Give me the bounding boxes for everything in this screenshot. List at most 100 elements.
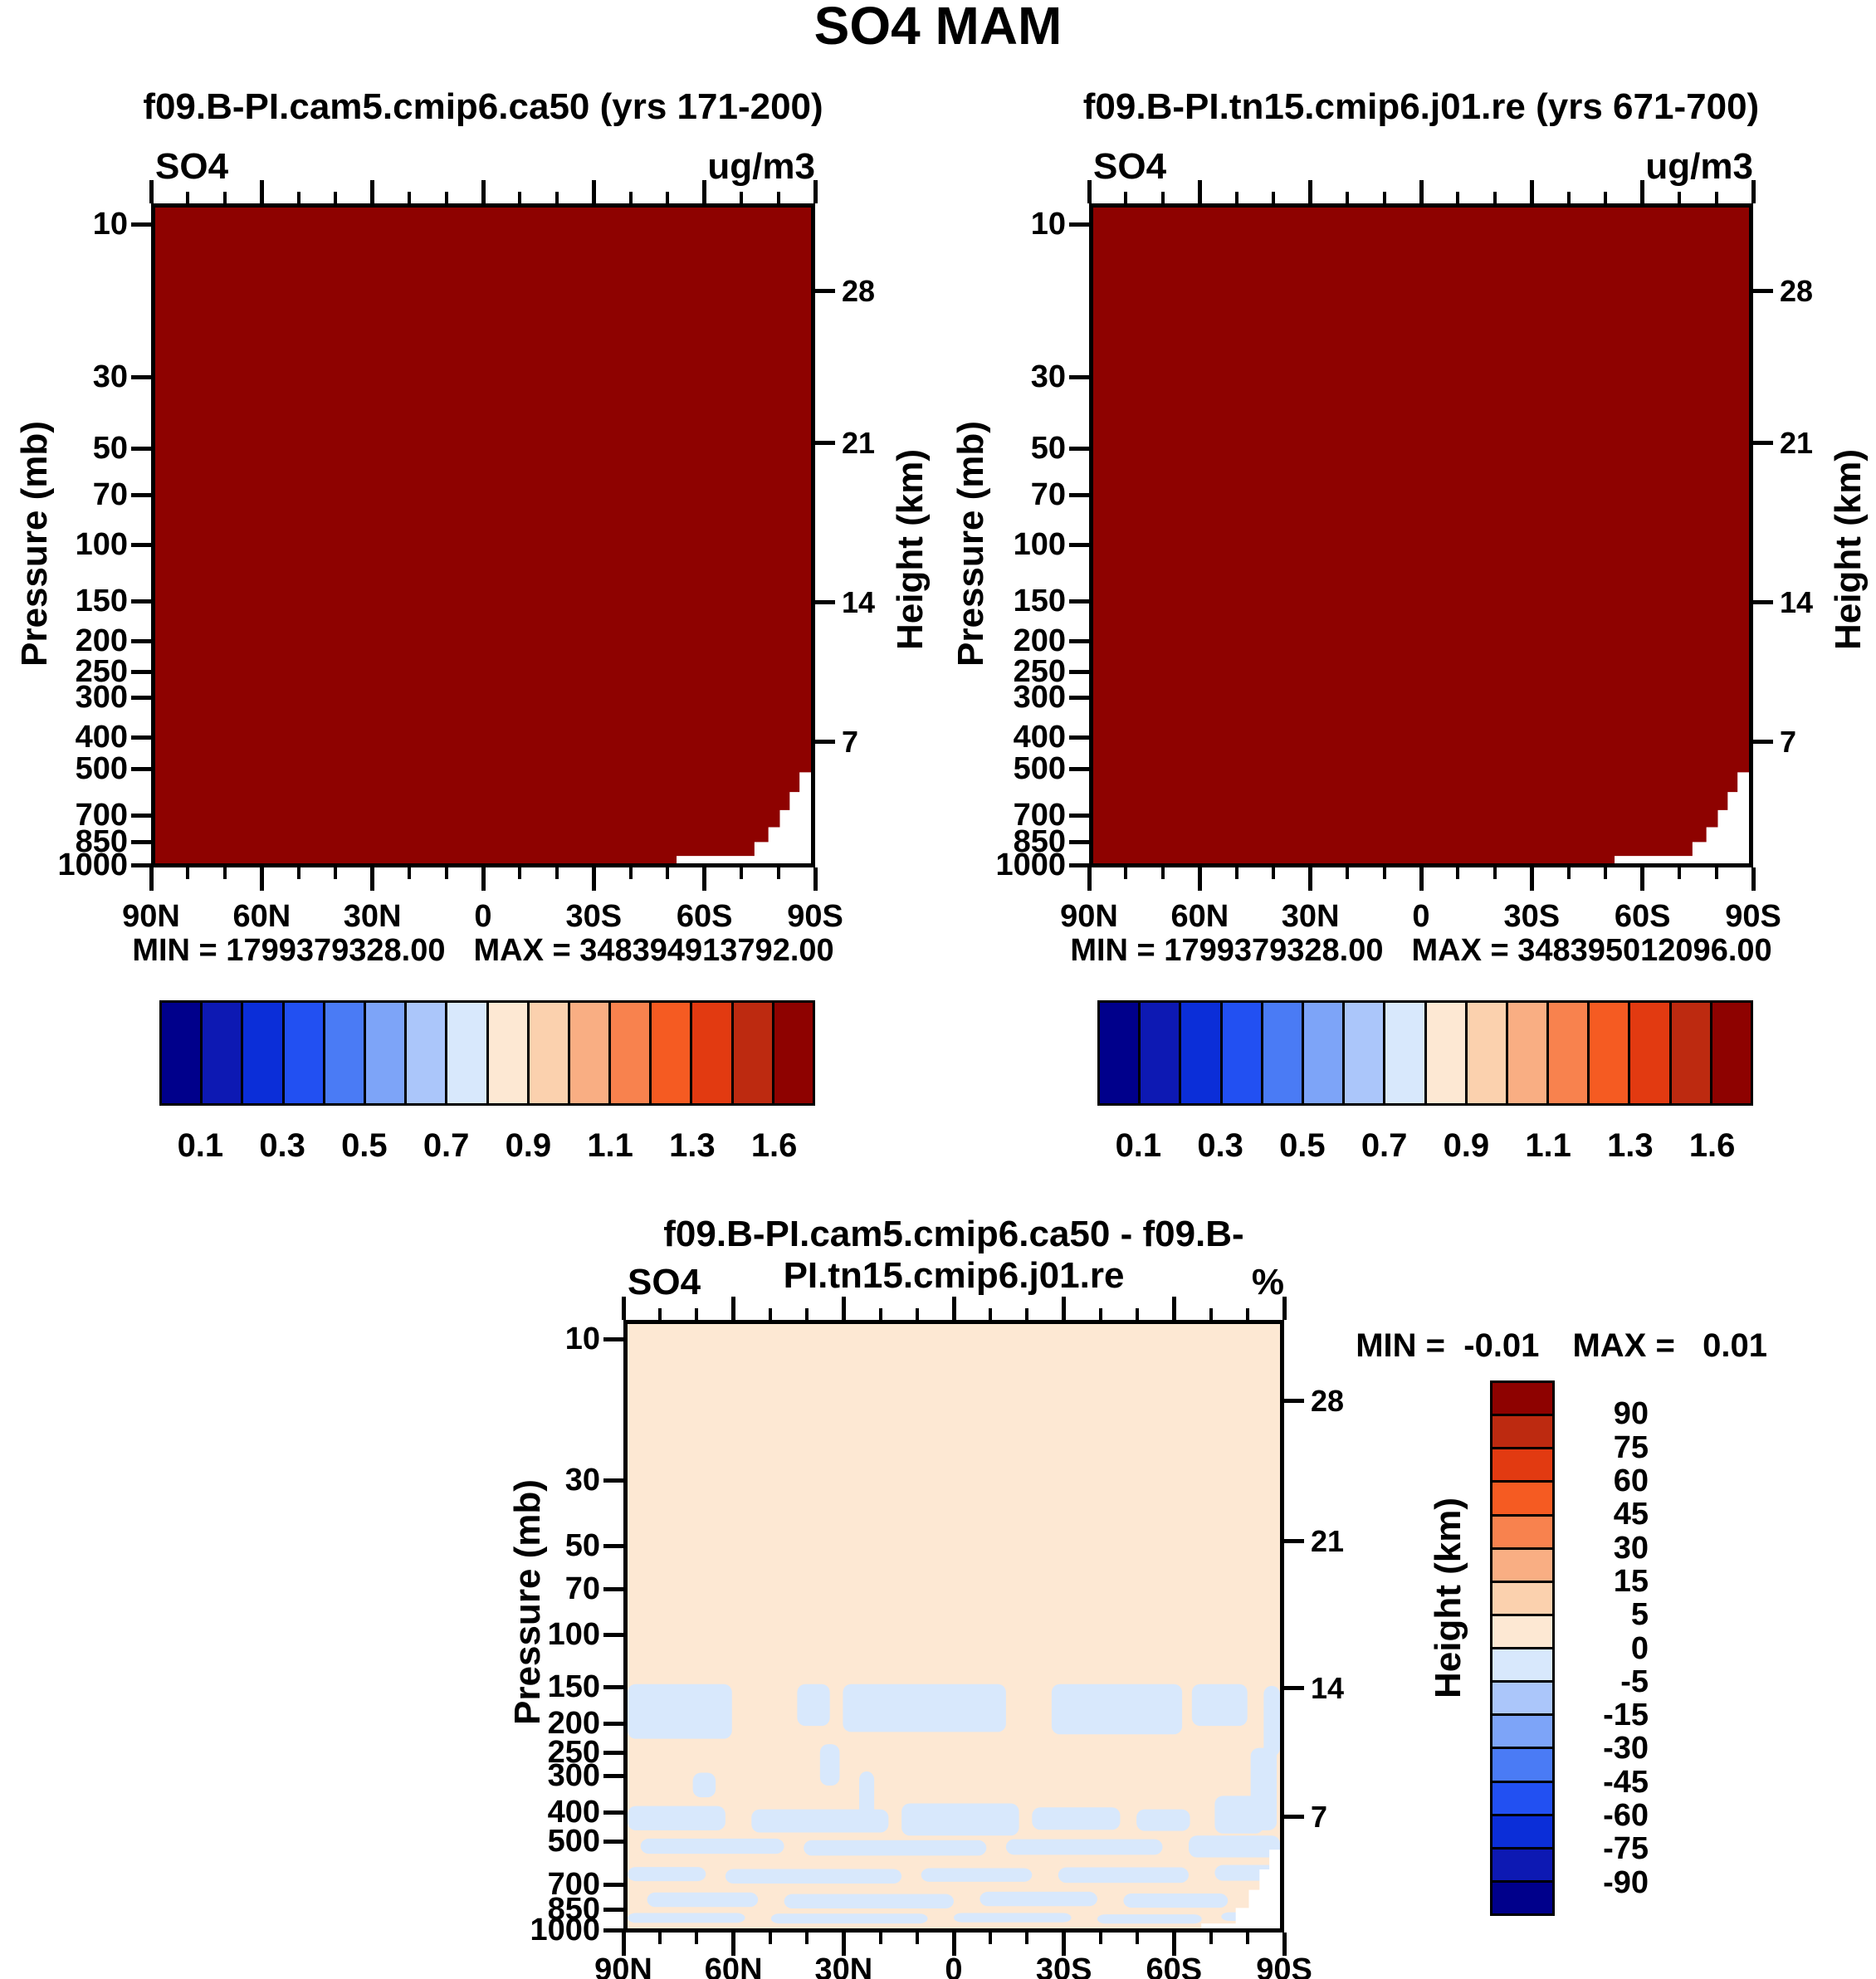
pressure-tick [131,766,151,771]
pressure-tick [603,1587,623,1591]
pressure-tick [131,670,151,675]
colorbar-cell [1492,1449,1552,1481]
weak-negative-patch [954,1913,1072,1923]
pressure-tick [131,735,151,740]
lat-tick [658,1933,662,1944]
lat-tick [481,867,486,891]
colorbar-tick-label: 1.6 [1688,1127,1736,1164]
lat-tick [989,1933,993,1944]
weak-negative-patch [859,1771,875,1818]
pressure-tick-label: 50 [1030,430,1066,466]
colorbar-cell [1385,1003,1424,1103]
height-tick-label: 28 [842,273,876,308]
diff-colorbar-tick-label: -15 [1603,1698,1649,1733]
colorbar-cell [1181,1003,1220,1103]
colorbar-cell [1492,1749,1552,1781]
lat-tick [1751,867,1756,891]
lat-tick [1124,192,1128,203]
field-overlay-model1 [677,772,811,863]
pressure-tick-label: 150 [1013,583,1066,618]
weak-negative-patch [921,1868,1033,1882]
weak-negative-patch [1058,1867,1189,1884]
pressure-tick-label: 300 [1013,680,1066,715]
pressure-tick [603,1544,623,1548]
lat-tick [695,1308,699,1320]
pressure-tick-label: 200 [547,1706,600,1742]
weak-negative-patch [770,1913,928,1924]
lat-tick-label: 30N [1281,899,1340,934]
lat-tick-label: 30N [343,899,402,934]
pressure-tick-label: 100 [547,1617,600,1653]
lat-tick [666,867,670,879]
colorbar-tick-label: 1.6 [750,1127,798,1164]
lat-tick [1419,180,1424,203]
colorbar-cell [1712,1003,1751,1103]
colorbar-cell [774,1003,813,1103]
colorbar-cell [1100,1003,1139,1103]
pressure-tick [603,1633,623,1638]
colorbar-cell [692,1003,731,1103]
lat-tick [1714,867,1718,879]
lat-tick [813,867,818,891]
diff-colorbar-tick-label: -45 [1603,1764,1649,1800]
units-label-model1: ug/m3 [707,146,815,187]
height-tick-label: 14 [842,585,876,619]
pressure-tick [1069,670,1089,675]
height-tick-label: 28 [1780,273,1814,308]
colorbar-cell [325,1003,364,1103]
pressure-tick [1069,840,1089,845]
lat-tick [1382,867,1386,879]
lat-tick [149,180,154,203]
pressure-tick [131,696,151,700]
colorbar-cell [1492,1815,1552,1847]
pressure-tick [603,1839,623,1844]
lat-tick [621,1933,626,1956]
pressure-tick [1069,639,1089,644]
pressure-tick-label: 400 [547,1795,600,1830]
pressure-tick [603,1750,623,1755]
height-tick-label: 7 [842,725,859,759]
colorbar-tick-label: 0.7 [1361,1127,1408,1164]
lat-tick [1197,867,1202,891]
pressure-tick [1069,446,1089,451]
plot-area-model1 [151,203,815,867]
lat-tick [1136,1933,1140,1944]
height-tick [1753,441,1773,445]
lat-tick [951,1933,956,1956]
lat-tick [1234,867,1238,879]
lat-tick [666,192,670,203]
colorbar-cell [652,1003,691,1103]
lat-tick [296,192,300,203]
pressure-tick [131,599,151,603]
height-tick-label: 21 [1780,426,1814,460]
weak-negative-patch [692,1772,716,1798]
lat-tick [554,192,559,203]
lat-tick [1062,1933,1067,1956]
height-tick-label: 14 [1311,1670,1345,1705]
lat-tick-label: 60N [704,1952,763,1979]
weak-negative-patch [1214,1796,1264,1834]
lat-tick [1678,867,1682,879]
colorbar-cell [1492,1549,1552,1581]
colorbar-cell [447,1003,486,1103]
colorbar-tick-label: 0.1 [177,1127,224,1164]
pressure-tick-label: 100 [75,526,128,562]
colorbar-cell [569,1003,609,1103]
lat-tick-label: 60N [1170,899,1229,934]
weak-negative-patch [797,1683,830,1727]
diff-colorbar-tick-label: 45 [1613,1497,1649,1532]
lat-tick-label: 0 [1412,899,1430,934]
diff-colorbar-tick-label: 5 [1630,1597,1649,1633]
lat-tick [805,1933,809,1944]
colorbar-tick-label: 0.3 [259,1127,305,1164]
lat-tick-label: 90S [787,899,843,934]
pressure-tick [1069,222,1089,227]
pressure-tick-label: 10 [564,1322,600,1357]
pressure-tick [603,1722,623,1727]
lat-tick [731,1933,736,1956]
pressure-tick [131,493,151,498]
variable-label-model1: SO4 [155,146,229,187]
pressure-tick [131,222,151,227]
lat-tick [259,867,264,891]
colorbar-cell [365,1003,405,1103]
